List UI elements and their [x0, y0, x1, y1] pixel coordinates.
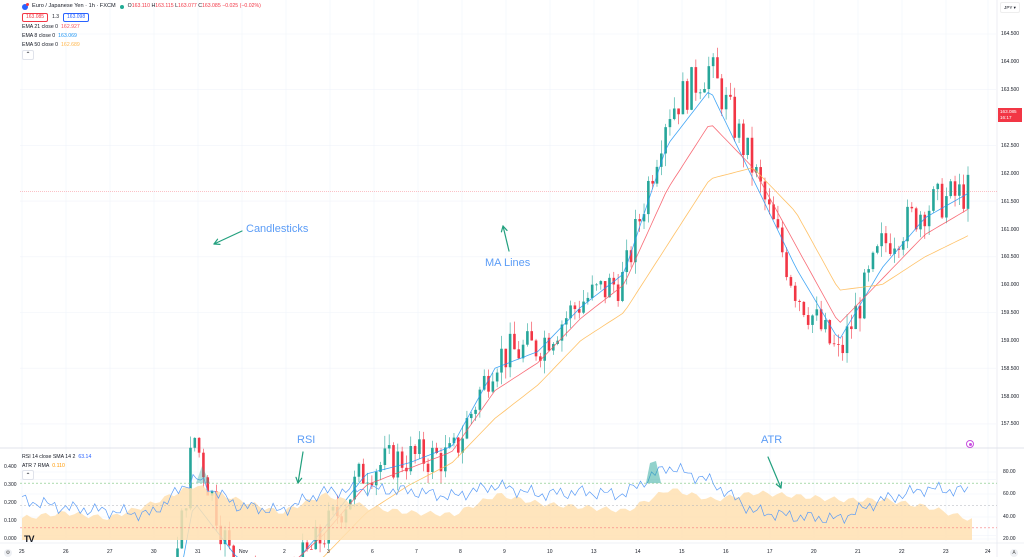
indicator-ema8[interactable]: EMA 8 close 0 163.069	[22, 32, 77, 39]
replay-target-icon[interactable]	[966, 440, 974, 448]
time-tick: 7	[415, 549, 418, 555]
time-tick: 24	[985, 549, 991, 555]
rsi-tick: 20.00	[1003, 536, 1016, 542]
bar-countdown: 16:17	[1000, 115, 1012, 120]
time-tick: 27	[107, 549, 113, 555]
time-tick: 22	[899, 549, 905, 555]
annotation-ma-lines: MA Lines	[485, 257, 531, 269]
time-tick: 26	[63, 549, 69, 555]
annotation-rsi: RSI	[297, 434, 316, 446]
collapse-legend-button[interactable]: ⌃	[22, 50, 34, 60]
price-tick: 158.500	[1001, 366, 1020, 372]
auto-scale-icon[interactable]: A	[1010, 549, 1018, 557]
atr-tick: 0.400	[4, 464, 17, 470]
sell-button[interactable]: 163.085	[22, 12, 49, 22]
annotation-candlesticks: Candlesticks	[246, 223, 309, 235]
time-tick: 6	[371, 549, 374, 555]
price-tick: 163.500	[1001, 87, 1020, 93]
indicator-ema21[interactable]: EMA 21 close 0 162.927	[22, 23, 80, 30]
lower-pane-legend: RSI 14 close SMA 14 2 63.14 ATR 7 RMA 0.11…	[22, 452, 91, 480]
time-tick: 21	[855, 549, 861, 555]
atr-tick: 0.100	[4, 518, 17, 524]
atr-tick: 0.000	[4, 536, 17, 542]
price-tick: 160.000	[1001, 282, 1020, 288]
time-tick: Nov	[239, 549, 248, 555]
time-tick: 2	[283, 549, 286, 555]
price-tick: 160.500	[1001, 254, 1020, 260]
time-tick: 13	[591, 549, 597, 555]
currency-flag-icon	[22, 2, 29, 10]
ohlc-values: O163.110 H163.115 L163.077 C163.085 −0.0…	[127, 2, 261, 9]
price-tick: 162.000	[1001, 171, 1020, 177]
price-tick: 161.500	[1001, 199, 1020, 205]
time-tick: 31	[195, 549, 201, 555]
symbol-title[interactable]: Euro / Japanese Yen · 1h · FXCM	[32, 2, 116, 9]
time-tick: 3	[327, 549, 330, 555]
currency-selector[interactable]: JPY ▾	[1000, 2, 1020, 13]
time-tick: 16	[723, 549, 729, 555]
tradingview-logo: TV	[24, 534, 34, 544]
atr-tick: 0.300	[4, 482, 17, 488]
time-tick: 14	[635, 549, 641, 555]
time-tick: 25	[19, 549, 25, 555]
time-tick: 30	[151, 549, 157, 555]
time-tick: 20	[811, 549, 817, 555]
buy-button[interactable]: 163.098	[63, 12, 90, 22]
chart-legend: Euro / Japanese Yen · 1h · FXCM O163.110…	[22, 2, 261, 60]
spread-value: 1.3	[52, 13, 60, 20]
price-tick: 162.500	[1001, 143, 1020, 149]
chevron-up-icon: ⌃	[25, 52, 31, 58]
time-tick: 10	[547, 549, 553, 555]
price-tick: 157.500	[1001, 421, 1020, 427]
indicator-atr[interactable]: ATR 7 RMA 0.110	[22, 462, 65, 469]
price-tick: 159.500	[1001, 310, 1020, 316]
collapse-lower-legend-button[interactable]: ⌃	[22, 470, 34, 480]
timezone-settings-icon[interactable]: ⚙	[4, 549, 12, 557]
rsi-tick: 80.00	[1003, 469, 1016, 475]
chevron-up-icon: ⌃	[25, 472, 31, 479]
rsi-tick: 40.00	[1003, 514, 1016, 520]
price-tick: 158.000	[1001, 394, 1020, 400]
time-tick: 17	[767, 549, 773, 555]
price-tick: 161.000	[1001, 227, 1020, 233]
price-tick: 164.500	[1001, 31, 1020, 37]
price-tick: 159.000	[1001, 338, 1020, 344]
indicator-rsi[interactable]: RSI 14 close SMA 14 2 63.14	[22, 453, 92, 460]
atr-tick: 0.200	[4, 500, 17, 506]
annotation-atr: ATR	[761, 434, 783, 446]
time-tick: 23	[943, 549, 949, 555]
indicator-ema50[interactable]: EMA 50 close 0 162.689	[22, 41, 80, 48]
time-tick: 8	[459, 549, 462, 555]
rsi-tick: 60.00	[1003, 491, 1016, 497]
time-tick: 15	[679, 549, 685, 555]
price-tick: 164.000	[1001, 59, 1020, 65]
market-open-icon	[119, 4, 124, 9]
last-price-label: 163.085 16:17	[998, 108, 1022, 122]
time-tick: 9	[503, 549, 506, 555]
